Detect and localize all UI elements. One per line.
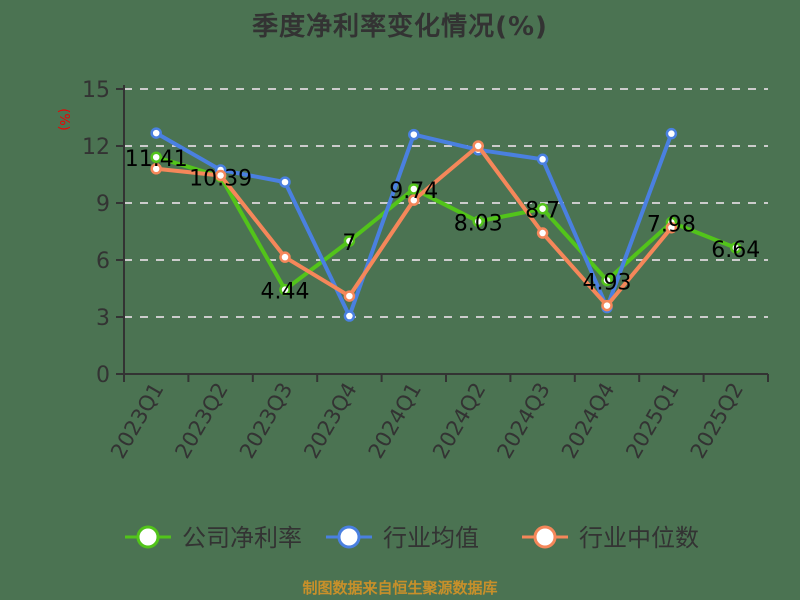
data-label: 4.93 bbox=[583, 270, 632, 295]
data-label: 9.74 bbox=[389, 179, 438, 204]
y-tick-label: 9 bbox=[96, 192, 110, 217]
legend-label: 公司净利率 bbox=[182, 524, 302, 552]
data-label: 8.03 bbox=[454, 211, 503, 236]
data-point[interactable] bbox=[150, 127, 162, 139]
data-point[interactable] bbox=[536, 202, 549, 215]
y-tick-label: 12 bbox=[82, 135, 110, 160]
data-point[interactable] bbox=[408, 183, 420, 195]
data-point[interactable] bbox=[665, 127, 678, 140]
data-point[interactable] bbox=[343, 290, 356, 302]
data-label: 6.64 bbox=[711, 238, 760, 263]
data-point[interactable] bbox=[472, 215, 484, 228]
data-point[interactable] bbox=[730, 242, 742, 254]
x-tick-label: 2024Q1 bbox=[364, 379, 426, 463]
data-point[interactable] bbox=[150, 163, 162, 175]
y-tick-label: 0 bbox=[96, 363, 110, 388]
x-tick-label: 2025Q1 bbox=[621, 379, 683, 463]
y-tick-label: 15 bbox=[82, 78, 110, 103]
legend-item[interactable]: 公司净利率 bbox=[125, 524, 302, 552]
data-point[interactable] bbox=[408, 194, 420, 206]
chart-title: 季度净利率变化情况(%) bbox=[252, 12, 548, 42]
data-point[interactable] bbox=[536, 227, 549, 239]
x-tick-label: 2023Q2 bbox=[170, 379, 232, 463]
x-tick-label: 2023Q1 bbox=[106, 379, 168, 463]
data-point[interactable] bbox=[343, 310, 356, 322]
data-point[interactable] bbox=[279, 283, 291, 296]
legend-marker-icon bbox=[337, 525, 361, 549]
legend-item[interactable]: 行业中位数 bbox=[522, 524, 699, 552]
data-label: 10.39 bbox=[189, 167, 252, 192]
data-point[interactable] bbox=[279, 176, 291, 188]
data-point[interactable] bbox=[601, 274, 613, 287]
data-label: 7 bbox=[342, 231, 356, 256]
legend-marker-icon bbox=[136, 525, 160, 549]
data-source-note: 制图数据来自恒生聚源数据库 bbox=[302, 579, 498, 597]
y-tick-label: 3 bbox=[96, 306, 110, 331]
data-point[interactable] bbox=[343, 235, 356, 247]
series-line bbox=[155, 155, 737, 292]
legend-item[interactable]: 行业均值 bbox=[326, 524, 479, 552]
data-point[interactable] bbox=[150, 151, 162, 163]
data-point[interactable] bbox=[665, 221, 678, 234]
legend-label: 行业均值 bbox=[383, 524, 479, 552]
x-tick-label: 2024Q2 bbox=[428, 379, 490, 463]
x-tick-label: 2023Q4 bbox=[299, 379, 361, 463]
data-point[interactable] bbox=[408, 128, 420, 141]
data-label: 4.44 bbox=[261, 280, 310, 305]
data-point[interactable] bbox=[279, 251, 291, 263]
data-point[interactable] bbox=[601, 299, 613, 312]
x-tick-label: 2024Q4 bbox=[557, 379, 619, 463]
x-tick-label: 2023Q3 bbox=[235, 379, 297, 463]
data-point[interactable] bbox=[472, 140, 484, 152]
data-point[interactable] bbox=[536, 153, 549, 166]
legend-marker-icon bbox=[533, 525, 557, 549]
data-label: 7.98 bbox=[647, 212, 696, 237]
data-label: 8.7 bbox=[525, 199, 560, 224]
x-tick-label: 2025Q2 bbox=[686, 379, 748, 463]
x-tick-label: 2024Q3 bbox=[492, 379, 554, 463]
y-tick-label: 6 bbox=[96, 249, 110, 274]
data-label: 11.41 bbox=[125, 147, 188, 172]
legend-label: 行业中位数 bbox=[579, 524, 699, 552]
data-point[interactable] bbox=[214, 169, 227, 182]
